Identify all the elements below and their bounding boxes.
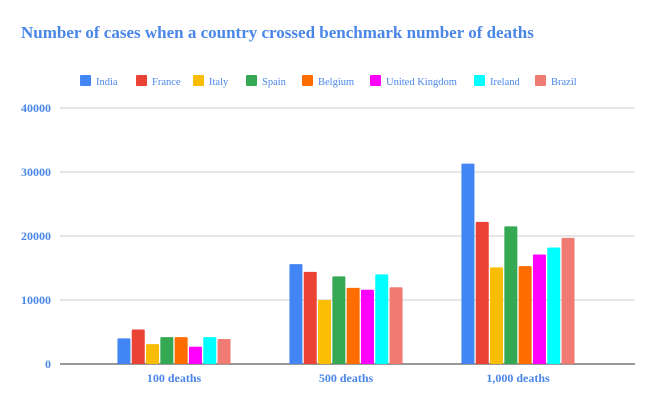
- legend-item-india[interactable]: India: [80, 75, 118, 88]
- legend-item-belgium[interactable]: Belgium: [302, 75, 354, 88]
- legend-item-ireland[interactable]: Ireland: [474, 75, 520, 88]
- bar-ireland-2[interactable]: [547, 247, 561, 364]
- bar-brazil-2[interactable]: [561, 237, 575, 364]
- y-tick-label: 40000: [21, 101, 51, 115]
- bar-italy-2[interactable]: [490, 267, 504, 364]
- legend-swatch: [535, 75, 546, 86]
- legend-label: Brazil: [551, 77, 577, 88]
- y-tick-label: 20000: [21, 229, 51, 243]
- legend-item-brazil[interactable]: Brazil: [535, 75, 577, 88]
- legend-label: France: [152, 77, 181, 88]
- x-tick-label: 1,000 deaths: [486, 371, 550, 385]
- bar-india-1[interactable]: [289, 264, 303, 364]
- legend-label: India: [96, 77, 118, 88]
- x-tick-label: 100 deaths: [147, 371, 202, 385]
- legend-label: Ireland: [490, 77, 520, 88]
- legend-item-france[interactable]: France: [136, 75, 181, 88]
- legend-swatch: [474, 75, 485, 86]
- bar-italy-1[interactable]: [318, 300, 332, 364]
- bar-belgium-2[interactable]: [518, 266, 532, 364]
- bar-united-kingdom-2[interactable]: [532, 254, 546, 364]
- x-axis-ticks: 100 deaths 500 deaths 1,000 deaths: [147, 371, 550, 385]
- legend-swatch: [80, 75, 91, 86]
- x-tick-label: 500 deaths: [319, 371, 374, 385]
- legend-swatch: [302, 75, 313, 86]
- y-tick-label: 10000: [21, 293, 51, 307]
- bar-italy-0[interactable]: [146, 344, 160, 364]
- y-axis-ticks: 0 10000 20000 30000 40000: [21, 101, 51, 371]
- legend-label: Spain: [262, 77, 287, 88]
- bar-spain-2[interactable]: [504, 226, 518, 364]
- bar-spain-1[interactable]: [332, 276, 346, 364]
- bar-ireland-1[interactable]: [375, 274, 389, 364]
- chart-title: Number of cases when a country crossed b…: [21, 23, 534, 42]
- legend-swatch: [136, 75, 147, 86]
- bar-france-1[interactable]: [303, 271, 317, 364]
- legend-label: Belgium: [318, 77, 354, 88]
- bar-belgium-0[interactable]: [174, 337, 188, 364]
- bars: [117, 163, 575, 364]
- legend-swatch: [246, 75, 257, 86]
- y-tick-label: 0: [45, 357, 51, 371]
- legend-swatch: [370, 75, 381, 86]
- legend-item-united-kingdom[interactable]: United Kingdom: [370, 75, 457, 88]
- bar-india-2[interactable]: [461, 163, 475, 364]
- legend-item-spain[interactable]: Spain: [246, 75, 287, 88]
- bar-spain-0[interactable]: [160, 337, 174, 364]
- y-tick-label: 30000: [21, 165, 51, 179]
- legend-item-italy[interactable]: Italy: [193, 75, 229, 88]
- bar-france-0[interactable]: [131, 329, 145, 364]
- legend-label: Italy: [209, 77, 229, 88]
- bar-france-2[interactable]: [475, 221, 489, 364]
- bar-belgium-1[interactable]: [346, 287, 360, 364]
- bar-brazil-1[interactable]: [389, 287, 403, 364]
- bar-brazil-0[interactable]: [217, 339, 231, 364]
- legend-swatch: [193, 75, 204, 86]
- bar-united-kingdom-1[interactable]: [360, 289, 374, 364]
- bar-india-0[interactable]: [117, 338, 131, 364]
- bar-united-kingdom-0[interactable]: [188, 346, 202, 364]
- legend-label: United Kingdom: [386, 77, 457, 88]
- legend[interactable]: India France Italy Spain Belgium United Kingd…: [80, 75, 577, 88]
- bar-ireland-0[interactable]: [203, 337, 217, 364]
